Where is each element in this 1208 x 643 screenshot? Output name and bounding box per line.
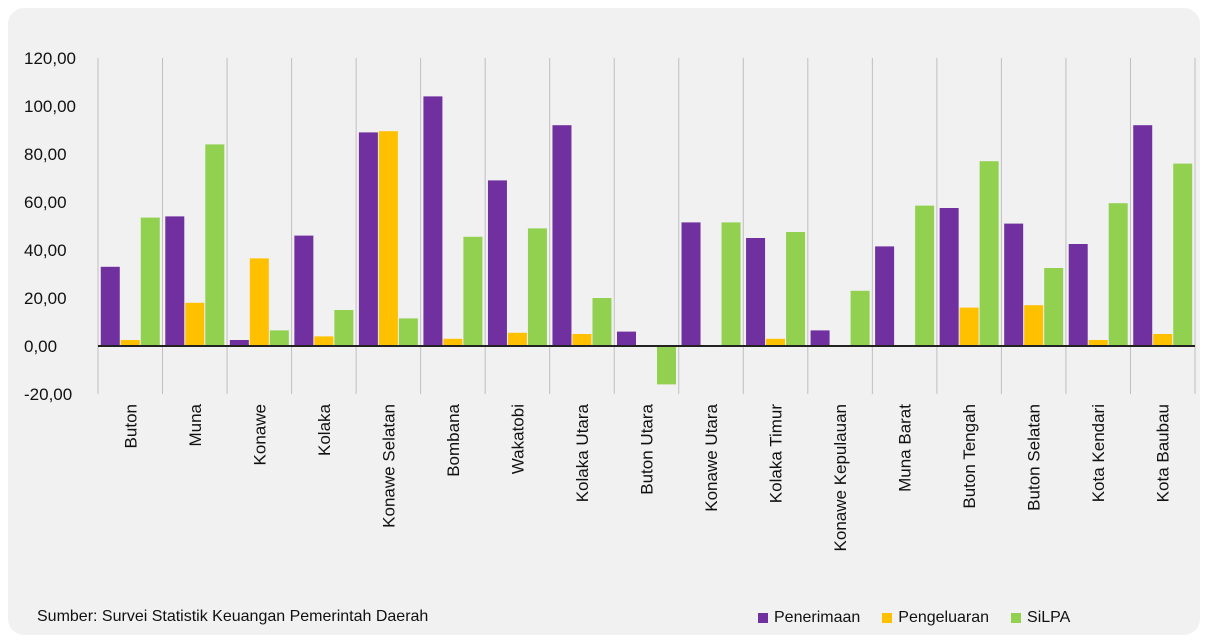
bar-penerimaan-konawe-utara (681, 222, 701, 346)
category-label: Kota Kendari (1089, 404, 1108, 502)
y-tick-label: 100,00 (24, 97, 76, 116)
bar-penerimaan-wakatobi (487, 180, 507, 346)
bar-pengeluaran-bombana (443, 338, 463, 346)
category-label: Konawe Selatan (379, 404, 398, 528)
category-label: Muna Barat (896, 404, 915, 492)
bar-silpa-kota-baubau (1173, 163, 1193, 346)
bar-silpa-muna (205, 144, 225, 346)
bar-penerimaan-kolaka-timur (746, 238, 766, 346)
legend-item-silpa: SiLPA (1011, 609, 1070, 627)
category-label: Kota Baubau (1154, 404, 1173, 502)
bar-penerimaan-muna (165, 216, 185, 346)
bar-silpa-bombana (463, 236, 483, 346)
category-label: Kolaka Utara (573, 403, 592, 502)
bar-penerimaan-bombana (423, 96, 443, 347)
bar-pengeluaran-kolaka-timur (766, 338, 786, 346)
bar-pengeluaran-buton (120, 340, 140, 346)
bar-penerimaan-konawe-kepulauan (810, 330, 830, 346)
bar-penerimaan-buton (100, 266, 120, 346)
bar-penerimaan-kolaka-utara (552, 125, 572, 346)
bar-pengeluaran-kota-kendari (1088, 340, 1108, 346)
bar-pengeluaran-buton-tengah (959, 307, 979, 346)
category-label: Wakatobi (508, 404, 527, 474)
bar-penerimaan-konawe-selatan (358, 132, 378, 346)
legend-label-pengeluaran: Pengeluaran (898, 609, 990, 626)
bar-silpa-buton-tengah (979, 161, 999, 346)
legend-item-pengeluaran: Pengeluaran (882, 609, 989, 627)
y-tick-label: 60,00 (24, 193, 67, 212)
bar-pengeluaran-wakatobi (507, 332, 527, 346)
legend-swatch-pengeluaran (882, 613, 893, 623)
category-label: Buton Selatan (1025, 404, 1044, 511)
category-label: Kolaka (315, 403, 334, 456)
bar-pengeluaran-kolaka (314, 336, 334, 346)
bar-penerimaan-kota-kendari (1068, 244, 1088, 346)
bar-penerimaan-muna-barat (875, 246, 895, 346)
bar-silpa-konawe (269, 330, 289, 346)
bar-penerimaan-kota-baubau (1133, 125, 1153, 346)
bar-pengeluaran-muna (185, 302, 205, 346)
bar-penerimaan-konawe (229, 340, 249, 346)
bar-penerimaan-buton-selatan (1004, 223, 1024, 346)
legend-item-penerimaan: Penerimaan (758, 609, 860, 627)
bar-silpa-buton (140, 217, 160, 346)
category-label: Buton (121, 404, 140, 448)
category-label: Buton Utara (638, 403, 657, 494)
source-note: Sumber: Survei Statistik Keuangan Pemeri… (37, 608, 429, 625)
category-label: Bombana (444, 403, 463, 476)
category-label: Buton Tengah (960, 404, 979, 509)
bar-silpa-konawe-kepulauan (850, 290, 870, 346)
legend-swatch-penerimaan (758, 613, 768, 623)
bar-silpa-kota-kendari (1108, 203, 1128, 346)
bar-silpa-buton-selatan (1044, 268, 1064, 346)
bar-silpa-kolaka-timur (786, 232, 806, 346)
y-tick-label: -20,00 (24, 385, 72, 404)
bar-pengeluaran-buton-selatan (1024, 305, 1044, 346)
bar-silpa-kolaka-utara (592, 298, 612, 346)
bar-silpa-kolaka (334, 310, 354, 346)
category-label: Konawe Utara (702, 403, 721, 511)
y-tick-label: 120,00 (24, 49, 76, 68)
bar-silpa-wakatobi (527, 228, 547, 346)
legend-label-penerimaan: Penerimaan (774, 609, 861, 626)
bar-penerimaan-kolaka (294, 235, 314, 346)
category-label: Muna (186, 403, 205, 446)
y-tick-label: 20,00 (24, 289, 67, 308)
y-tick-label: 0,00 (24, 337, 57, 356)
bar-pengeluaran-konawe-selatan (378, 131, 398, 346)
bar-silpa-konawe-utara (721, 222, 741, 346)
chart-legend: Penerimaan Pengeluaran SiLPA (758, 609, 1070, 627)
bar-silpa-buton-utara (657, 346, 676, 385)
y-tick-label: 80,00 (24, 145, 67, 164)
legend-label-silpa: SiLPA (1027, 609, 1071, 626)
bar-silpa-konawe-selatan (398, 318, 418, 346)
category-label: Konawe (250, 404, 269, 465)
y-tick-label: 40,00 (24, 241, 67, 260)
category-label: Konawe Kepulauan (831, 404, 850, 551)
category-label: Kolaka Timur (767, 404, 786, 504)
bar-pengeluaran-kota-baubau (1153, 334, 1173, 346)
bar-pengeluaran-konawe (249, 258, 269, 346)
bar-pengeluaran-kolaka-utara (572, 334, 592, 346)
legend-swatch-silpa (1011, 613, 1022, 623)
bar-penerimaan-buton-utara (617, 331, 636, 346)
bar-silpa-muna-barat (915, 205, 935, 346)
bar-penerimaan-buton-tengah (939, 208, 959, 346)
